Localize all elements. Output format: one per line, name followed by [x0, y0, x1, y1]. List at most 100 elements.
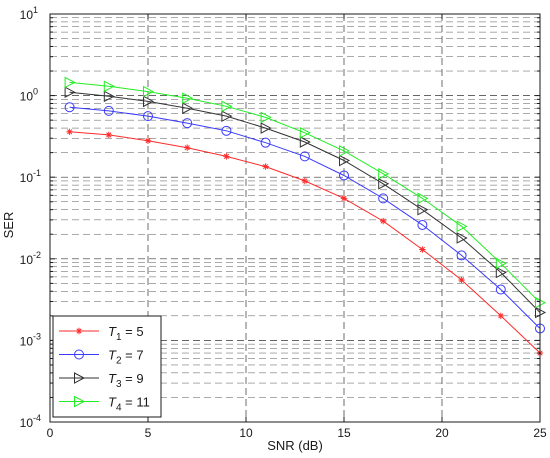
legend-subscript: 2 [116, 356, 122, 367]
y-tick-label: 10 [20, 416, 34, 430]
data-point [495, 284, 506, 295]
data-point [64, 76, 76, 89]
data-point [145, 138, 151, 144]
data-point [495, 266, 507, 279]
y-tick-label: 10 [20, 171, 34, 185]
y-tick-exponent: -3 [33, 331, 41, 341]
data-point [341, 195, 347, 201]
data-point [67, 129, 73, 135]
data-point [339, 154, 351, 167]
data-point [223, 153, 229, 159]
data-point [339, 170, 349, 181]
data-point [339, 145, 351, 157]
data-point [184, 145, 190, 151]
legend-entry-3: T3 = 9 [59, 371, 144, 390]
data-point [182, 102, 194, 115]
y-tick-base: 10 [20, 253, 34, 267]
x-tick-label: 10 [239, 426, 253, 440]
legend-label: T2 = 7 [108, 348, 144, 367]
data-point [64, 102, 75, 113]
y-tick-base: 10 [20, 8, 34, 22]
data-point [103, 90, 115, 103]
data-point [64, 86, 76, 99]
x-tick-label: 0 [47, 426, 54, 440]
data-point [106, 132, 112, 138]
data-point [74, 349, 84, 360]
data-point [378, 177, 390, 190]
data-point [260, 122, 272, 134]
data-point [459, 277, 465, 283]
legend-label: T1 = 5 [108, 324, 144, 343]
data-point [299, 126, 311, 139]
data-point [182, 118, 193, 129]
x-tick-label: 20 [435, 426, 449, 440]
y-tick-label: 10 [20, 90, 34, 104]
legend-value: = 5 [122, 324, 144, 339]
y-axis-label: SER [1, 212, 16, 239]
y-tick-exponent: 1 [33, 5, 38, 15]
data-point [260, 111, 272, 124]
data-point [103, 80, 115, 93]
data-point [74, 372, 86, 384]
y-tick-base: 10 [20, 90, 34, 104]
series-line [69, 91, 541, 313]
data-point [456, 232, 468, 244]
legend: T1 = 5T2 = 7T3 = 9T4 = 11 [52, 315, 162, 418]
legend-var: T [108, 371, 117, 386]
legend-box [52, 315, 162, 418]
data-point [378, 167, 390, 180]
y-tick-base: 10 [20, 171, 34, 185]
data-point [456, 250, 467, 261]
legend-var: T [108, 348, 117, 363]
legend-subscript: 1 [116, 332, 122, 343]
legend-entry-4: T4 = 11 [59, 395, 150, 414]
legend-value: = 7 [122, 348, 144, 363]
series-line [69, 106, 541, 329]
data-point [299, 136, 311, 148]
series-line [69, 81, 541, 304]
data-point [260, 137, 271, 148]
y-tick-label: 10 [20, 8, 34, 22]
legend-entry-2: T2 = 7 [59, 348, 144, 367]
legend-entry-1: T1 = 5 [59, 324, 144, 343]
series-4 [64, 76, 547, 309]
data-point [498, 313, 504, 319]
x-tick-label: 25 [533, 426, 547, 440]
data-point [221, 100, 233, 113]
data-point [76, 328, 82, 334]
x-tick-label: 5 [145, 426, 152, 440]
data-point [103, 105, 114, 116]
legend-value: = 11 [122, 395, 150, 410]
data-point [417, 203, 429, 216]
data-point [182, 92, 194, 104]
legend-var: T [108, 395, 117, 410]
legend-subscript: 4 [116, 403, 122, 414]
data-point [221, 125, 232, 136]
y-tick-exponent: -2 [33, 250, 41, 260]
y-tick-label: 10 [20, 253, 34, 267]
axes [49, 13, 541, 423]
y-tick-exponent: 0 [33, 87, 38, 97]
x-axis-label: SNR (dB) [267, 438, 323, 453]
y-tick-exponent: -1 [33, 168, 41, 178]
data-point [417, 219, 428, 230]
legend-label: T3 = 9 [108, 371, 144, 390]
y-tick-exponent: -4 [33, 413, 41, 423]
data-point [143, 111, 153, 122]
data-point [263, 163, 269, 170]
data-point [378, 193, 389, 204]
data-point [299, 151, 310, 162]
legend-var: T [108, 324, 117, 339]
data-point [302, 178, 308, 184]
legend-subscript: 3 [116, 379, 122, 390]
x-tick-labels: 0 5 10 15 20 25 [47, 426, 547, 440]
data-point [74, 395, 86, 408]
data-point [143, 95, 155, 108]
x-tick-label: 15 [337, 426, 351, 440]
data-point [456, 220, 468, 233]
axes-frame [49, 13, 541, 423]
y-tick-base: 10 [20, 334, 34, 348]
data-point [417, 192, 429, 205]
